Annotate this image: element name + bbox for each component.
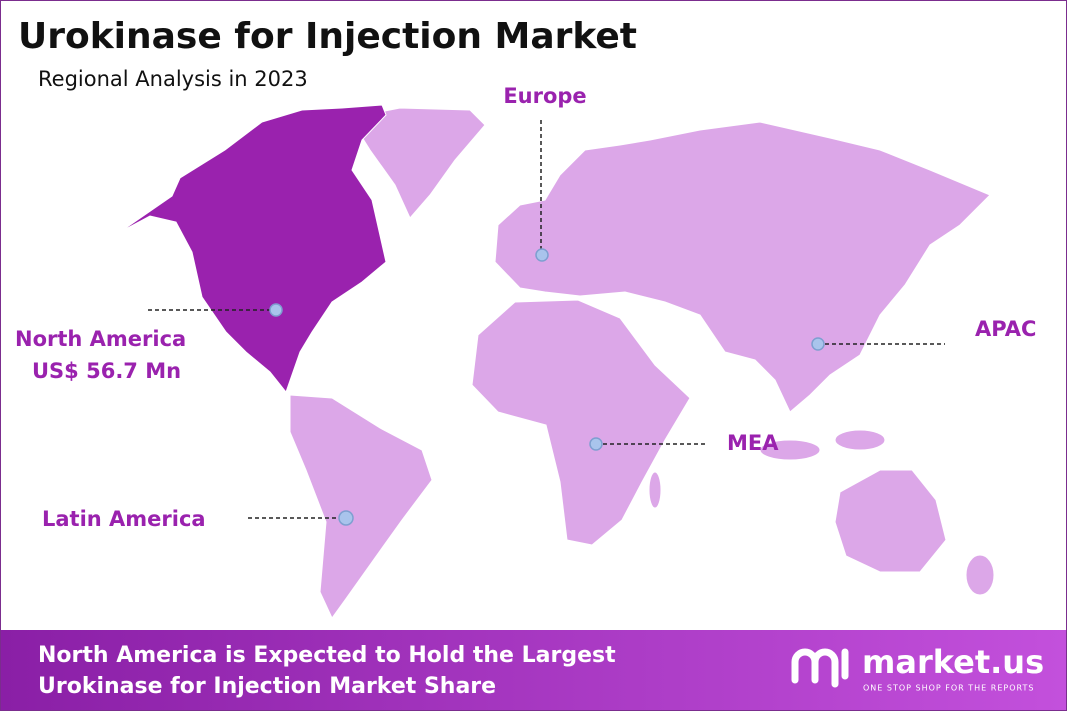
south-america: [289, 394, 433, 619]
madagascar: [648, 471, 662, 509]
region-label: North America: [15, 327, 186, 351]
region-label: Europe: [503, 84, 586, 108]
eurasia: [494, 121, 991, 413]
north-america: [119, 104, 387, 394]
marker: [269, 303, 283, 317]
australia: [834, 469, 947, 573]
subtitle: Regional Analysis in 2023: [38, 67, 308, 91]
region-label: APAC: [975, 317, 1036, 341]
tagline: ONE STOP SHOP FOR THE REPORTS: [863, 684, 1034, 693]
region-label: MEA: [727, 431, 779, 455]
footer-text: Urokinase for Injection Market Share: [38, 674, 496, 699]
africa: [471, 299, 691, 546]
greenland: [349, 107, 486, 219]
footer-text: North America is Expected to Hold the La…: [38, 643, 616, 668]
marker: [535, 248, 549, 262]
region-value: US$ 56.7 Mn: [32, 359, 181, 383]
marker: [338, 510, 354, 526]
world-map: [119, 104, 995, 619]
islands: [834, 429, 886, 451]
region-label: Latin America: [42, 507, 206, 531]
islands: [759, 439, 821, 461]
new-zealand: [965, 554, 995, 596]
logo: market.us ONE STOP SHOP FOR THE REPORTS: [791, 643, 1044, 693]
marker: [589, 437, 603, 451]
brand: market.us: [862, 643, 1044, 681]
footer-bar: [1, 630, 1066, 710]
title: Urokinase for Injection Market: [18, 16, 637, 57]
logo-icon: [791, 648, 849, 688]
marker: [811, 337, 825, 351]
